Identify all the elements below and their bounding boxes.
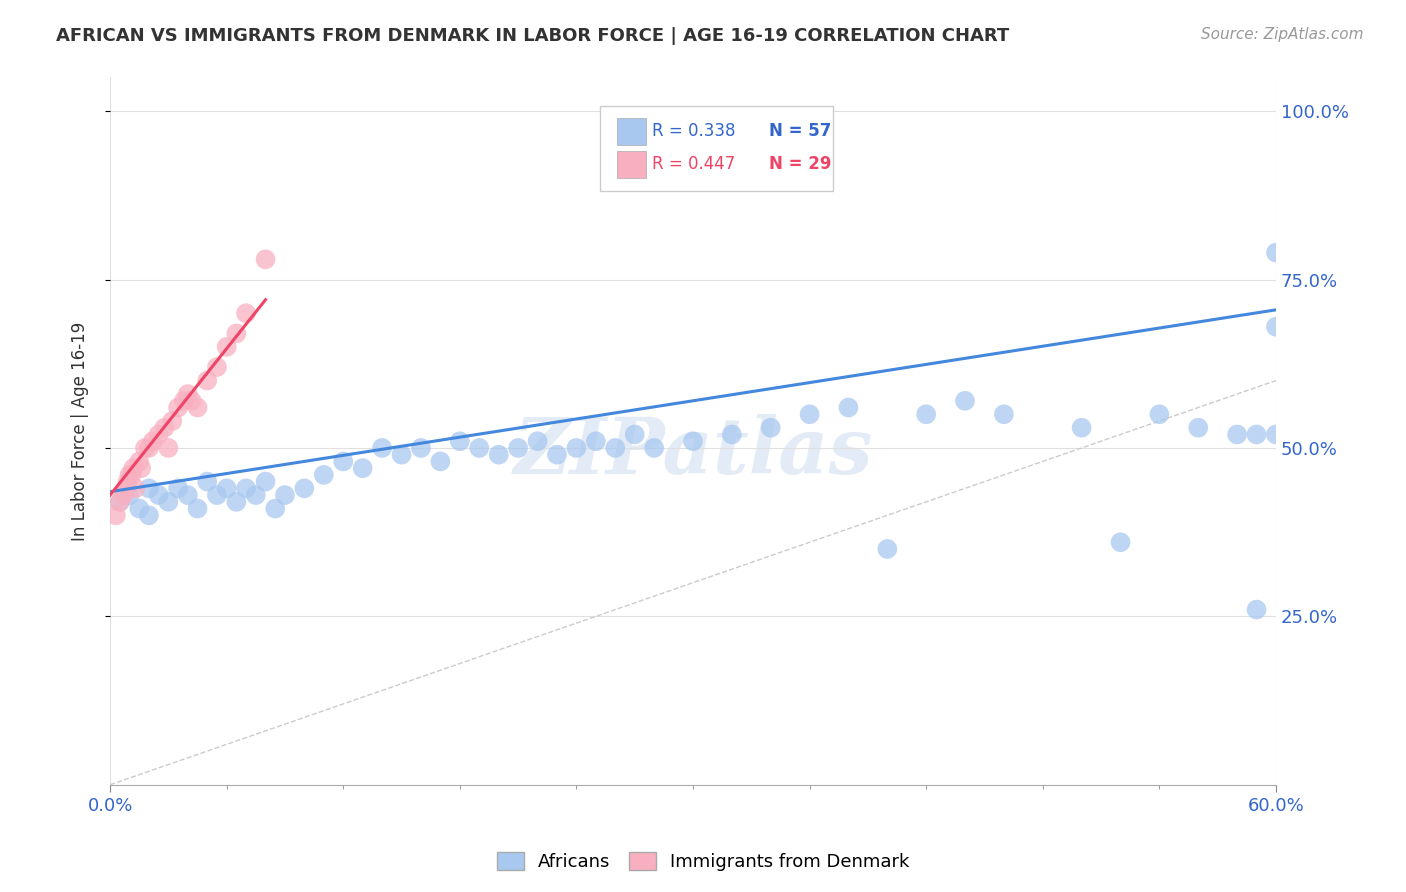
Point xyxy=(167,481,190,495)
Point xyxy=(837,401,859,415)
Point xyxy=(148,427,170,442)
Point xyxy=(245,488,267,502)
Point xyxy=(112,488,135,502)
Point xyxy=(1265,427,1288,442)
Point xyxy=(108,495,131,509)
Point xyxy=(1149,407,1171,421)
Point xyxy=(122,461,145,475)
Point xyxy=(429,454,451,468)
Point xyxy=(235,306,257,320)
Point xyxy=(352,461,374,475)
Point xyxy=(1070,421,1092,435)
Point xyxy=(1246,427,1268,442)
Point xyxy=(1109,535,1132,549)
Point xyxy=(565,441,588,455)
FancyBboxPatch shape xyxy=(600,106,832,191)
Point xyxy=(186,501,208,516)
Point xyxy=(128,501,150,516)
Point xyxy=(225,326,247,341)
Y-axis label: In Labor Force | Age 16-19: In Labor Force | Age 16-19 xyxy=(72,321,89,541)
Point xyxy=(205,360,228,375)
Point xyxy=(508,441,530,455)
Point xyxy=(371,441,394,455)
Point xyxy=(254,252,277,267)
Text: Source: ZipAtlas.com: Source: ZipAtlas.com xyxy=(1201,27,1364,42)
Point xyxy=(138,481,160,495)
Legend: Africans, Immigrants from Denmark: Africans, Immigrants from Denmark xyxy=(489,845,917,879)
Point xyxy=(157,495,180,509)
Point xyxy=(215,340,238,354)
Point xyxy=(104,508,127,523)
Point xyxy=(605,441,627,455)
Point xyxy=(1265,319,1288,334)
Point xyxy=(153,421,176,435)
Point xyxy=(157,441,180,455)
Point xyxy=(118,488,141,502)
Point xyxy=(138,441,160,455)
FancyBboxPatch shape xyxy=(617,151,647,178)
Text: ZIPatlas: ZIPatlas xyxy=(513,414,873,491)
Point xyxy=(409,441,432,455)
Point xyxy=(264,501,287,516)
Text: N = 29: N = 29 xyxy=(769,155,831,173)
Point xyxy=(118,467,141,482)
Point xyxy=(134,441,156,455)
Point xyxy=(162,414,184,428)
Point xyxy=(876,541,898,556)
Point xyxy=(177,387,200,401)
Point xyxy=(526,434,548,449)
Point xyxy=(225,495,247,509)
Text: AFRICAN VS IMMIGRANTS FROM DENMARK IN LABOR FORCE | AGE 16-19 CORRELATION CHART: AFRICAN VS IMMIGRANTS FROM DENMARK IN LA… xyxy=(56,27,1010,45)
Point xyxy=(391,448,413,462)
Point xyxy=(117,475,139,489)
Point xyxy=(993,407,1015,421)
Point xyxy=(488,448,510,462)
Point xyxy=(205,488,228,502)
Point xyxy=(643,441,665,455)
Text: N = 57: N = 57 xyxy=(769,122,831,140)
Point xyxy=(235,481,257,495)
Point xyxy=(128,454,150,468)
Point xyxy=(195,374,218,388)
Point xyxy=(148,488,170,502)
Point xyxy=(759,421,782,435)
Point xyxy=(682,434,704,449)
Point xyxy=(332,454,354,468)
Point xyxy=(274,488,297,502)
Point xyxy=(585,434,607,449)
Point xyxy=(292,481,315,495)
Point xyxy=(1246,602,1268,616)
Point xyxy=(721,427,744,442)
Point xyxy=(173,393,195,408)
Point xyxy=(215,481,238,495)
Point xyxy=(195,475,218,489)
Point xyxy=(129,461,152,475)
Point xyxy=(915,407,938,421)
Point xyxy=(799,407,821,421)
Point xyxy=(468,441,491,455)
Point xyxy=(177,488,200,502)
Point xyxy=(167,401,190,415)
Point xyxy=(1226,427,1249,442)
Point xyxy=(953,393,976,408)
Point xyxy=(124,481,146,495)
Text: R = 0.338: R = 0.338 xyxy=(652,122,735,140)
Point xyxy=(180,393,202,408)
Point xyxy=(108,495,131,509)
Point xyxy=(186,401,208,415)
Point xyxy=(138,508,160,523)
Point xyxy=(1265,245,1288,260)
Point xyxy=(254,475,277,489)
Point xyxy=(623,427,645,442)
Point xyxy=(449,434,471,449)
Point xyxy=(120,467,142,482)
Point xyxy=(142,434,165,449)
Point xyxy=(1187,421,1209,435)
Point xyxy=(546,448,568,462)
Point xyxy=(312,467,335,482)
FancyBboxPatch shape xyxy=(617,118,647,145)
Point xyxy=(114,481,136,495)
Text: R = 0.447: R = 0.447 xyxy=(652,155,735,173)
